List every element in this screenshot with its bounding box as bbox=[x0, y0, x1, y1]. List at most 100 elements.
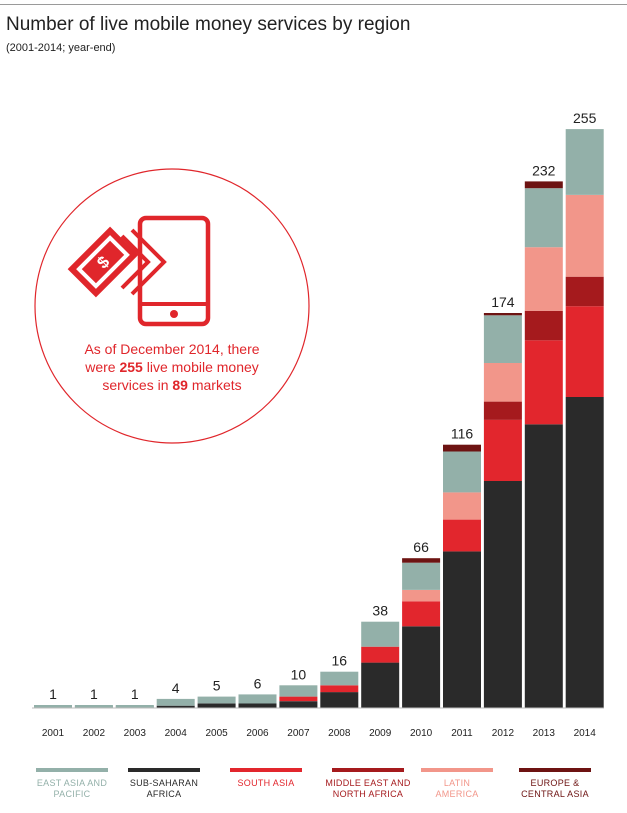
x-tick-label-2003: 2003 bbox=[124, 728, 147, 739]
total-label-2009: 38 bbox=[372, 603, 388, 619]
bar-segment-mena-2013 bbox=[524, 310, 563, 341]
bar-segment-sub_saharan_africa-2012 bbox=[483, 481, 522, 708]
bar-segment-latin_america-2011 bbox=[443, 492, 481, 520]
total-label-2008: 16 bbox=[332, 653, 348, 669]
legend-swatch-europe_central_asia bbox=[519, 768, 591, 772]
total-label-2005: 5 bbox=[213, 678, 221, 694]
legend-swatch-mena bbox=[332, 768, 404, 772]
bar-segment-east_asia_pacific-2005 bbox=[197, 696, 236, 704]
legend-item-south_asia: SOUTH ASIA bbox=[220, 768, 312, 789]
bar-min-2002 bbox=[74, 705, 113, 708]
legend-item-east_asia_pacific: EAST ASIA AND PACIFIC bbox=[26, 768, 118, 800]
legend-label-line2-europe_central_asia: CENTRAL ASIA bbox=[521, 789, 589, 799]
legend-label-latin_america: LATIN bbox=[443, 778, 471, 788]
bar-segment-europe_central_asia-2010 bbox=[402, 558, 441, 563]
bar-segment-sub_saharan_africa-2014 bbox=[565, 397, 604, 708]
total-label-2003: 1 bbox=[131, 686, 139, 702]
bar-segment-south_asia-2007 bbox=[279, 696, 318, 702]
bar-segment-east_asia_pacific-2013 bbox=[524, 188, 563, 248]
bar-segment-sub_saharan_africa-2008 bbox=[320, 692, 359, 708]
legend-item-sub_saharan_africa: SUB-SAHARAN AFRICA bbox=[118, 768, 210, 800]
total-label-2007: 10 bbox=[291, 666, 307, 682]
bar-segment-east_asia_pacific-2009 bbox=[361, 621, 400, 647]
total-label-2004: 4 bbox=[172, 680, 180, 696]
bar-segment-sub_saharan_africa-2005 bbox=[197, 703, 236, 708]
legend-label-south_asia: SOUTH ASIA bbox=[237, 778, 295, 788]
total-label-2012: 174 bbox=[491, 294, 515, 310]
x-tick-label-2011: 2011 bbox=[451, 728, 473, 739]
legend-item-europe_central_asia: EUROPE & CENTRAL ASIA bbox=[509, 768, 601, 800]
bar-segment-south_asia-2013 bbox=[524, 340, 563, 425]
bar-segment-south_asia-2009 bbox=[361, 646, 400, 663]
bar-segment-east_asia_pacific-2007 bbox=[279, 685, 318, 697]
bar-segment-latin_america-2014 bbox=[565, 195, 604, 277]
total-label-2006: 6 bbox=[254, 675, 262, 691]
bar-segment-south_asia-2014 bbox=[565, 306, 604, 397]
bar-segment-east_asia_pacific-2011 bbox=[443, 451, 481, 493]
bar-segment-europe_central_asia-2011 bbox=[443, 444, 481, 452]
legend-label-line2-sub_saharan_africa: AFRICA bbox=[146, 789, 182, 799]
x-tick-label-2009: 2009 bbox=[369, 728, 392, 739]
bar-segment-south_asia-2012 bbox=[483, 419, 522, 481]
bar-segment-europe_central_asia-2013 bbox=[524, 181, 563, 189]
x-tick-label-2002: 2002 bbox=[83, 728, 106, 739]
callout-line3-prefix: services in bbox=[102, 377, 173, 393]
legend-label-europe_central_asia: EUROPE & bbox=[530, 778, 580, 788]
bar-segment-sub_saharan_africa-2006 bbox=[238, 703, 277, 708]
x-tick-label-2004: 2004 bbox=[165, 728, 188, 739]
top-rule bbox=[0, 4, 627, 5]
callout-line3-suffix: markets bbox=[187, 377, 242, 393]
x-tick-label-2007: 2007 bbox=[287, 728, 310, 739]
bar-segment-sub_saharan_africa-2007 bbox=[279, 701, 318, 708]
legend-swatch-sub_saharan_africa bbox=[128, 768, 200, 772]
total-label-2002: 1 bbox=[90, 686, 98, 702]
legend-label-line2-latin_america: AMERICA bbox=[435, 789, 479, 799]
mobile-money-icon: $ bbox=[67, 215, 211, 327]
x-tick-label-2012: 2012 bbox=[492, 728, 515, 739]
x-tick-label-2008: 2008 bbox=[328, 728, 351, 739]
bar-segment-south_asia-2011 bbox=[443, 519, 481, 552]
bar-segment-sub_saharan_africa-2004 bbox=[156, 705, 195, 708]
x-tick-label-2013: 2013 bbox=[533, 728, 556, 739]
total-label-2001: 1 bbox=[49, 686, 57, 702]
x-tick-label-2005: 2005 bbox=[205, 728, 228, 739]
bar-segment-sub_saharan_africa-2011 bbox=[443, 551, 481, 708]
total-label-2014: 255 bbox=[573, 110, 597, 126]
legend-swatch-east_asia_pacific bbox=[36, 768, 108, 772]
chart-subtitle: (2001-2014; year-end) bbox=[6, 42, 116, 54]
bar-segment-east_asia_pacific-2006 bbox=[238, 694, 277, 704]
callout-text: As of December 2014, there were 255 live… bbox=[62, 340, 282, 394]
legend-item-latin_america: LATIN AMERICA bbox=[411, 768, 503, 800]
legend-label-line2-mena: NORTH AFRICA bbox=[332, 789, 404, 799]
legend-swatch-latin_america bbox=[421, 768, 493, 772]
bar-segment-latin_america-2012 bbox=[483, 363, 522, 402]
chart-title: Number of live mobile money services by … bbox=[6, 14, 411, 35]
bar-segment-east_asia_pacific-2014 bbox=[565, 129, 604, 195]
x-tick-label-2001: 2001 bbox=[42, 728, 65, 739]
services-count: 255 bbox=[119, 359, 143, 375]
bar-segment-south_asia-2010 bbox=[402, 601, 441, 627]
callout-line2-suffix: live mobile money bbox=[142, 359, 259, 375]
callout-line1: As of December 2014, there bbox=[84, 341, 260, 357]
bar-segment-latin_america-2010 bbox=[402, 590, 441, 602]
bar-min-2001 bbox=[34, 705, 72, 708]
markets-count: 89 bbox=[172, 377, 188, 393]
bar-segment-sub_saharan_africa-2010 bbox=[402, 626, 441, 708]
bar-segment-europe_central_asia-2012 bbox=[483, 313, 522, 316]
bar-segment-east_asia_pacific-2012 bbox=[483, 315, 522, 363]
x-tick-label-2010: 2010 bbox=[410, 728, 433, 739]
legend-item-mena: MIDDLE EAST AND NORTH AFRICA bbox=[322, 768, 414, 800]
x-tick-label-2006: 2006 bbox=[246, 728, 269, 739]
bar-segment-sub_saharan_africa-2013 bbox=[524, 424, 563, 709]
total-label-2013: 232 bbox=[532, 162, 556, 178]
legend-label-sub_saharan_africa: SUB-SAHARAN bbox=[129, 778, 199, 788]
bar-segment-sub_saharan_africa-2009 bbox=[361, 662, 400, 708]
legend-label-east_asia_pacific: EAST ASIA AND bbox=[36, 778, 108, 788]
legend-label-mena: MIDDLE EAST AND bbox=[325, 778, 411, 788]
legend-label-line2-east_asia_pacific: PACIFIC bbox=[53, 789, 91, 799]
total-label-2011: 116 bbox=[451, 426, 474, 442]
bar-segment-mena-2014 bbox=[565, 276, 604, 307]
legend-swatch-south_asia bbox=[230, 768, 302, 772]
total-label-2010: 66 bbox=[413, 539, 429, 555]
